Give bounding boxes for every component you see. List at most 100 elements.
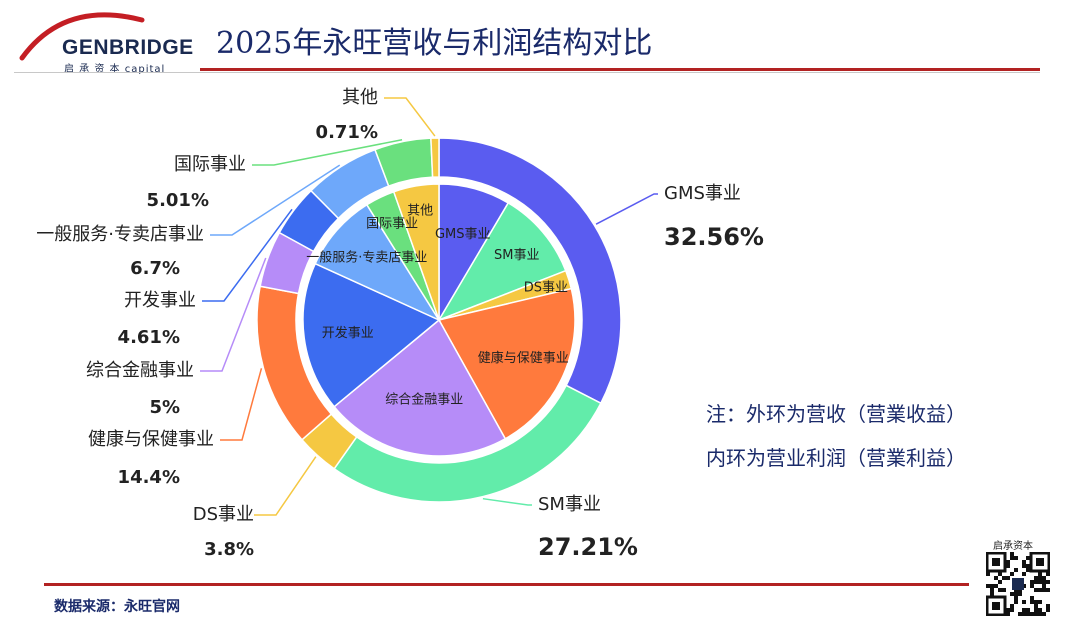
inner-label-5: 开发事业 xyxy=(322,325,374,341)
inner-slice-5 xyxy=(302,262,441,408)
footer-divider xyxy=(44,583,969,586)
qr-module xyxy=(1006,612,1010,616)
qr-module xyxy=(1046,580,1050,584)
qr-module xyxy=(1010,552,1014,556)
logo-subtitle: 启 承 资 本 capital xyxy=(64,64,166,75)
qr-module xyxy=(1038,608,1042,612)
qr-module xyxy=(1038,612,1042,616)
qr-module xyxy=(1010,556,1014,560)
qr-module xyxy=(1014,568,1018,572)
qr-module xyxy=(990,584,994,588)
qr-module xyxy=(1034,604,1038,608)
qr-module xyxy=(986,584,990,588)
qr-module xyxy=(1006,560,1010,564)
leader-line-0 xyxy=(595,193,658,225)
qr-module xyxy=(1006,564,1010,568)
outer-label-value-4: 5% xyxy=(149,397,180,418)
qr-module xyxy=(1046,608,1050,612)
qr-module xyxy=(1010,604,1014,608)
inner-slice-4 xyxy=(333,318,507,457)
logo-name: GENBRIDGE xyxy=(62,36,194,59)
qr-module xyxy=(1034,580,1038,584)
outer-ring xyxy=(256,137,622,503)
qr-module xyxy=(1038,580,1042,584)
qr-finder xyxy=(1029,552,1050,573)
qr-module xyxy=(1046,572,1050,576)
qr-module xyxy=(1026,556,1030,560)
qr-module xyxy=(1018,612,1022,616)
qr-module xyxy=(1038,588,1042,592)
qr-module xyxy=(1030,584,1034,588)
qr-module xyxy=(1022,564,1026,568)
inner-label-8: 其他 xyxy=(407,204,433,219)
qr-module xyxy=(1014,600,1018,604)
data-source: 数据来源：永旺官网 xyxy=(54,599,180,615)
outer-label-name-2: DS事业 xyxy=(193,504,254,525)
qr-module xyxy=(1014,592,1018,596)
qr-module xyxy=(994,576,998,580)
qr-module xyxy=(1022,612,1026,616)
qr-module xyxy=(1002,588,1006,592)
leader-line-1 xyxy=(482,497,532,506)
logo-arc-icon xyxy=(19,12,145,61)
qr-finder-core xyxy=(992,558,1000,566)
qr-module xyxy=(1022,572,1026,576)
qr-module xyxy=(1030,612,1034,616)
qr-module xyxy=(1046,588,1050,592)
outer-label-name-7: 国际事业 xyxy=(174,154,246,175)
outer-label-value-8: 0.71% xyxy=(316,122,378,143)
qr-module xyxy=(1026,608,1030,612)
inner-label-7: 国际事业 xyxy=(366,217,418,232)
qr-module xyxy=(1034,612,1038,616)
inner-slice-3 xyxy=(437,287,576,440)
outer-label-value-1: 27.21% xyxy=(538,533,638,561)
leader-lines xyxy=(200,97,658,516)
inner-slice-6 xyxy=(314,203,441,322)
qr-module xyxy=(1002,576,1006,580)
inner-label-0: GMS事业 xyxy=(435,227,491,242)
note-outer-ring: 注：外环为营收（营業收益） xyxy=(706,402,966,426)
qr-module xyxy=(1038,600,1042,604)
qr-module xyxy=(1026,568,1030,572)
qr-module xyxy=(986,572,990,576)
inner-label-4: 综合金融事业 xyxy=(385,392,463,408)
qr-module xyxy=(1046,604,1050,608)
outer-label-value-7: 5.01% xyxy=(147,190,209,211)
qr-module xyxy=(1022,600,1026,604)
qr-module xyxy=(1010,572,1014,576)
inner-slice-8 xyxy=(392,183,440,321)
inner-label-2: DS事业 xyxy=(524,281,568,296)
qr-module xyxy=(1006,608,1010,612)
qr-module xyxy=(1014,596,1018,600)
qr-module xyxy=(1042,584,1046,588)
inner-label-6: 一般服务·专卖店事业 xyxy=(306,250,427,266)
inner-ring xyxy=(302,183,576,457)
leader-line-8 xyxy=(384,97,436,137)
outer-label-name-8: 其他 xyxy=(342,87,378,108)
qr-finder-core xyxy=(992,602,1000,610)
logo: GENBRIDGE 启 承 资 本 capital xyxy=(14,6,200,75)
qr-module xyxy=(1034,588,1038,592)
outer-label-name-3: 健康与保健事业 xyxy=(88,429,214,450)
inner-slice-1 xyxy=(437,201,567,322)
qr-module xyxy=(1014,556,1018,560)
note-inner-ring: 内环为营业利润（营業利益） xyxy=(706,446,966,470)
qr-module xyxy=(1034,600,1038,604)
outer-label-name-6: 一般服务·专卖店事业 xyxy=(36,224,204,245)
qr-module xyxy=(1018,592,1022,596)
outer-label-name-1: SM事业 xyxy=(538,494,601,515)
qr-module xyxy=(1042,588,1046,592)
qr-module xyxy=(1034,608,1038,612)
qr-module xyxy=(1010,608,1014,612)
leader-line-3 xyxy=(220,368,263,441)
qr-module xyxy=(1022,560,1026,564)
qr-module xyxy=(1026,564,1030,568)
qr-module xyxy=(990,588,994,592)
qr-module xyxy=(1042,576,1046,580)
outer-label-name-4: 综合金融事业 xyxy=(86,360,194,381)
qr-module xyxy=(1042,580,1046,584)
outer-label-value-3: 14.4% xyxy=(118,467,180,488)
outer-label-name-5: 开发事业 xyxy=(124,290,196,311)
qr-module xyxy=(1030,580,1034,584)
